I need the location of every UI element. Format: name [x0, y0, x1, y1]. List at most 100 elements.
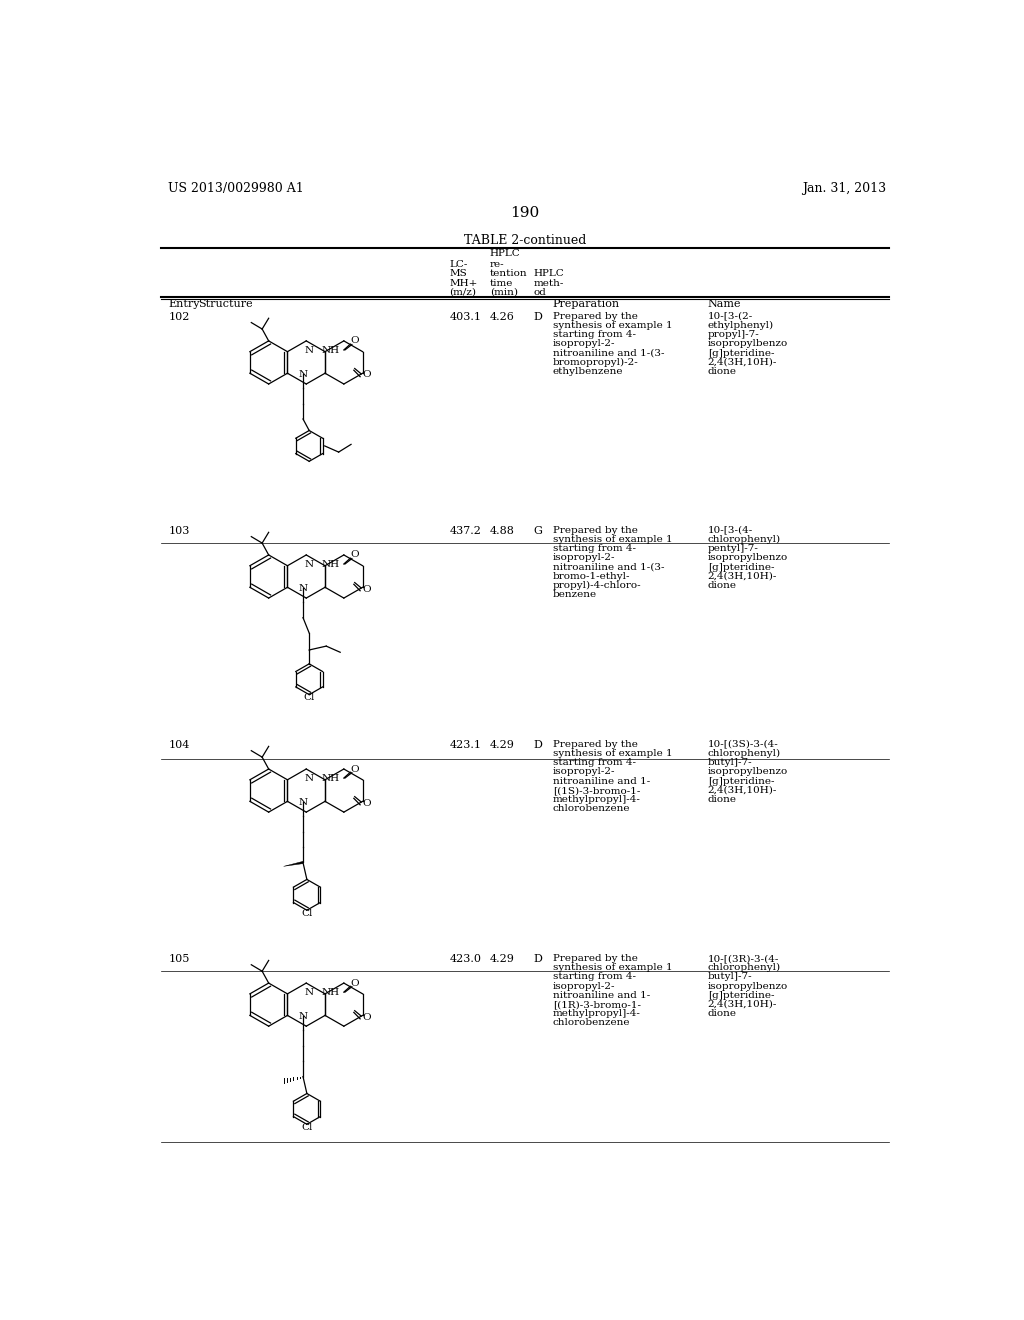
Text: Prepared by the: Prepared by the — [553, 954, 638, 962]
Text: Structure: Structure — [198, 298, 252, 309]
Text: synthesis of example 1: synthesis of example 1 — [553, 748, 673, 758]
Text: O: O — [350, 337, 359, 346]
Text: (m/z): (m/z) — [450, 288, 476, 297]
Text: chlorophenyl): chlorophenyl) — [708, 748, 781, 758]
Text: starting from 4-: starting from 4- — [553, 330, 636, 339]
Text: 105: 105 — [168, 954, 189, 964]
Text: D: D — [534, 739, 542, 750]
Text: Prepared by the: Prepared by the — [553, 312, 638, 321]
Text: O: O — [362, 1012, 371, 1022]
Text: ethylphenyl): ethylphenyl) — [708, 321, 774, 330]
Text: N: N — [305, 346, 314, 355]
Text: chlorophenyl): chlorophenyl) — [708, 535, 781, 544]
Text: Prepared by the: Prepared by the — [553, 739, 638, 748]
Text: N: N — [305, 775, 314, 783]
Text: isopropylbenzo: isopropylbenzo — [708, 767, 787, 776]
Text: Cl: Cl — [301, 1123, 312, 1131]
Text: [(1R)-3-bromo-1-: [(1R)-3-bromo-1- — [553, 1001, 641, 1008]
Text: dione: dione — [708, 1010, 736, 1018]
Text: chlorophenyl): chlorophenyl) — [708, 964, 781, 972]
Text: time: time — [489, 279, 513, 288]
Text: butyl]-7-: butyl]-7- — [708, 758, 753, 767]
Text: nitroaniline and 1-(3-: nitroaniline and 1-(3- — [553, 562, 665, 572]
Text: 10-[(3S)-3-(4-: 10-[(3S)-3-(4- — [708, 739, 778, 748]
Text: 102: 102 — [168, 312, 189, 322]
Text: O: O — [362, 371, 371, 379]
Text: tention: tention — [489, 269, 527, 279]
Text: meth-: meth- — [534, 279, 563, 288]
Text: methylpropyl]-4-: methylpropyl]-4- — [553, 1010, 641, 1018]
Text: 190: 190 — [510, 206, 540, 220]
Text: 2,4(3H,10H)-: 2,4(3H,10H)- — [708, 785, 777, 795]
Text: MH+: MH+ — [450, 279, 478, 288]
Text: 4.29: 4.29 — [489, 954, 515, 964]
Text: 104: 104 — [168, 739, 189, 750]
Text: [g]pteridine-: [g]pteridine- — [708, 776, 774, 785]
Text: isopropylbenzo: isopropylbenzo — [708, 553, 787, 562]
Text: 10-[3-(2-: 10-[3-(2- — [708, 312, 753, 321]
Text: (min): (min) — [489, 288, 518, 297]
Text: isopropyl-2-: isopropyl-2- — [553, 982, 615, 990]
Text: MS: MS — [450, 269, 467, 279]
Text: LC-: LC- — [450, 260, 468, 269]
Text: isopropyl-2-: isopropyl-2- — [553, 767, 615, 776]
Text: O: O — [350, 764, 359, 774]
Text: 103: 103 — [168, 525, 189, 536]
Text: Name: Name — [708, 298, 741, 309]
Text: isopropylbenzo: isopropylbenzo — [708, 339, 787, 348]
Text: Preparation: Preparation — [553, 298, 620, 309]
Text: NH: NH — [322, 775, 340, 783]
Text: nitroaniline and 1-(3-: nitroaniline and 1-(3- — [553, 348, 665, 358]
Text: od: od — [534, 288, 546, 297]
Text: 4.29: 4.29 — [489, 739, 515, 750]
Text: isopropylbenzo: isopropylbenzo — [708, 982, 787, 990]
Text: D: D — [534, 312, 542, 322]
Text: Entry: Entry — [168, 298, 200, 309]
Text: 10-[3-(4-: 10-[3-(4- — [708, 525, 753, 535]
Text: chlorobenzene: chlorobenzene — [553, 1019, 630, 1027]
Text: nitroaniline and 1-: nitroaniline and 1- — [553, 991, 650, 999]
Text: [(1S)-3-bromo-1-: [(1S)-3-bromo-1- — [553, 785, 640, 795]
Text: synthesis of example 1: synthesis of example 1 — [553, 964, 673, 972]
Text: G: G — [534, 525, 542, 536]
Text: ethylbenzene: ethylbenzene — [553, 367, 624, 376]
Text: starting from 4-: starting from 4- — [553, 973, 636, 981]
Text: O: O — [362, 799, 371, 808]
Text: propyl]-7-: propyl]-7- — [708, 330, 760, 339]
Text: O: O — [350, 978, 359, 987]
Text: bromopropyl)-2-: bromopropyl)-2- — [553, 358, 638, 367]
Text: HPLC: HPLC — [534, 269, 564, 279]
Text: [g]pteridine-: [g]pteridine- — [708, 991, 774, 999]
Text: starting from 4-: starting from 4- — [553, 758, 636, 767]
Text: N: N — [298, 583, 307, 593]
Text: [g]pteridine-: [g]pteridine- — [708, 348, 774, 358]
Text: bromo-1-ethyl-: bromo-1-ethyl- — [553, 572, 630, 581]
Text: butyl]-7-: butyl]-7- — [708, 973, 753, 981]
Text: propyl)-4-chloro-: propyl)-4-chloro- — [553, 581, 641, 590]
Text: NH: NH — [322, 989, 340, 998]
Text: HPLC: HPLC — [489, 249, 520, 259]
Text: dione: dione — [708, 795, 736, 804]
Text: Prepared by the: Prepared by the — [553, 525, 638, 535]
Text: O: O — [362, 585, 371, 594]
Text: US 2013/0029980 A1: US 2013/0029980 A1 — [168, 182, 304, 194]
Text: N: N — [298, 1012, 307, 1020]
Text: 4.88: 4.88 — [489, 525, 515, 536]
Text: 2,4(3H,10H)-: 2,4(3H,10H)- — [708, 1001, 777, 1008]
Text: D: D — [534, 954, 542, 964]
Text: chlorobenzene: chlorobenzene — [553, 804, 630, 813]
Text: synthesis of example 1: synthesis of example 1 — [553, 535, 673, 544]
Text: N: N — [305, 560, 314, 569]
Text: starting from 4-: starting from 4- — [553, 544, 636, 553]
Text: synthesis of example 1: synthesis of example 1 — [553, 321, 673, 330]
Polygon shape — [284, 862, 303, 866]
Text: N: N — [298, 370, 307, 379]
Text: 2,4(3H,10H)-: 2,4(3H,10H)- — [708, 358, 777, 367]
Text: methylpropyl]-4-: methylpropyl]-4- — [553, 795, 641, 804]
Text: nitroaniline and 1-: nitroaniline and 1- — [553, 776, 650, 785]
Text: [g]pteridine-: [g]pteridine- — [708, 562, 774, 572]
Text: isopropyl-2-: isopropyl-2- — [553, 339, 615, 348]
Text: 423.0: 423.0 — [450, 954, 481, 964]
Text: benzene: benzene — [553, 590, 597, 599]
Text: pentyl]-7-: pentyl]-7- — [708, 544, 759, 553]
